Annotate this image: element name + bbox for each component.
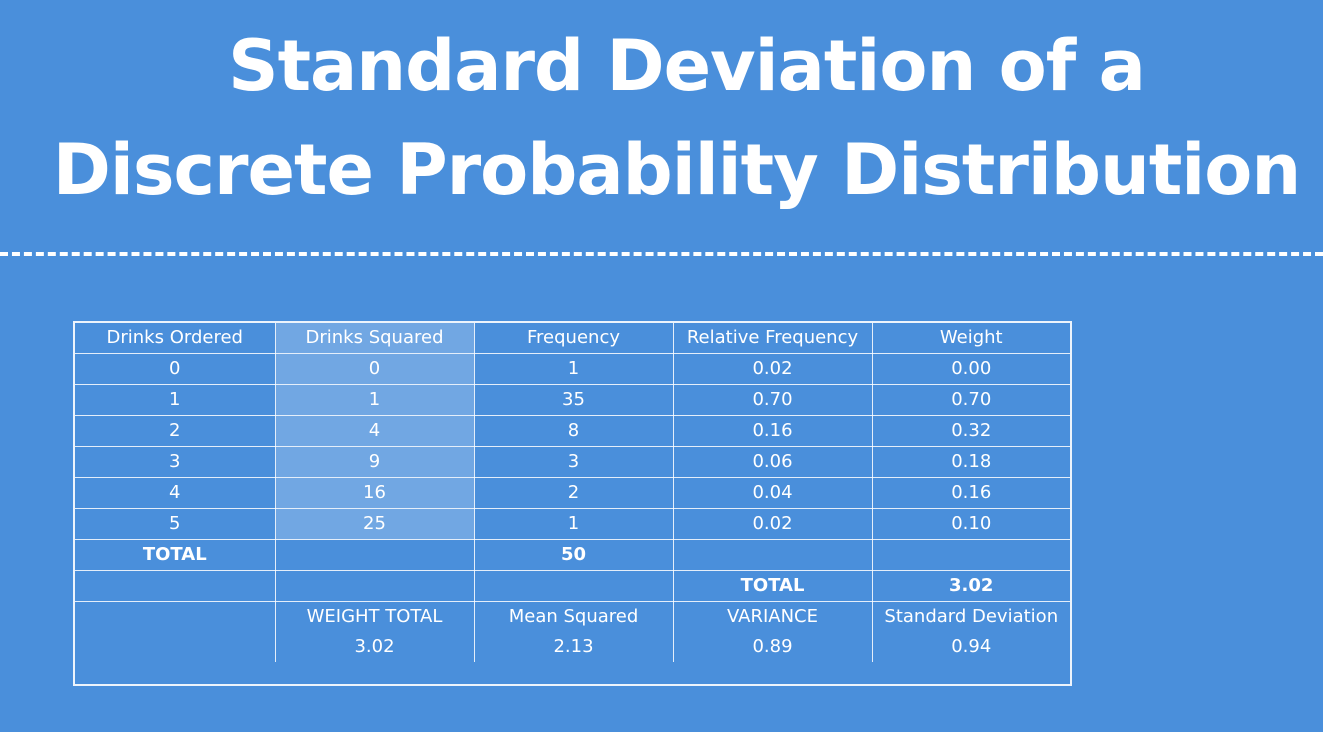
slide-title: Standard Deviation of a Discrete Probabi…	[0, 14, 1323, 222]
cell-drinks-ordered: 5	[75, 508, 276, 540]
summary-value: 3.02	[354, 636, 395, 657]
distribution-table: Drinks Ordered Drinks Squared Frequency …	[75, 323, 1070, 662]
empty-cell	[871, 539, 1070, 571]
header-drinks-ordered: Drinks Ordered	[75, 323, 276, 354]
summary-value: 0.94	[951, 636, 992, 657]
total-label: TOTAL	[75, 539, 276, 571]
empty-cell	[75, 570, 276, 602]
cell-drinks-squared: 0	[274, 353, 475, 385]
header-drinks-squared: Drinks Squared	[274, 323, 475, 354]
dashed-divider	[0, 252, 1323, 256]
header-frequency: Frequency	[473, 323, 674, 354]
cell-drinks-squared: 9	[274, 446, 475, 478]
cell-weight: 0.16	[871, 477, 1070, 509]
cell-frequency: 3	[473, 446, 674, 478]
cell-drinks-ordered: 3	[75, 446, 276, 478]
cell-drinks-ordered: 1	[75, 384, 276, 416]
cell-weight: 0.18	[871, 446, 1070, 478]
cell-relative-frequency: 0.02	[672, 353, 873, 385]
summary-mean-squared: Mean Squared 2.13	[473, 601, 674, 662]
summary-label: Mean Squared	[508, 606, 639, 627]
cell-frequency: 1	[473, 353, 674, 385]
empty-cell	[274, 570, 475, 602]
weight-total-value: 3.02	[871, 570, 1070, 602]
cell-weight: 0.70	[871, 384, 1070, 416]
empty-cell	[473, 570, 674, 602]
table-row: 0 0 1 0.02 0.00	[75, 353, 1070, 385]
weight-total-row: TOTAL 3.02	[75, 570, 1070, 602]
distribution-table-frame: Drinks Ordered Drinks Squared Frequency …	[73, 321, 1072, 686]
cell-weight: 0.32	[871, 415, 1070, 447]
summary-label: VARIANCE	[726, 606, 818, 627]
cell-drinks-squared: 25	[274, 508, 475, 540]
cell-drinks-ordered: 2	[75, 415, 276, 447]
table-row: 3 9 3 0.06 0.18	[75, 446, 1070, 478]
table-row: 5 25 1 0.02 0.10	[75, 508, 1070, 540]
summary-weight-total: WEIGHT TOTAL 3.02	[274, 601, 475, 662]
empty-cell	[672, 539, 873, 571]
table-row: 4 16 2 0.04 0.16	[75, 477, 1070, 509]
frequency-total-value: 50	[473, 539, 674, 571]
header-relative-frequency: Relative Frequency	[672, 323, 873, 354]
cell-relative-frequency: 0.16	[672, 415, 873, 447]
cell-relative-frequency: 0.04	[672, 477, 873, 509]
summary-label: WEIGHT TOTAL	[306, 606, 443, 627]
cell-drinks-squared: 16	[274, 477, 475, 509]
cell-weight: 0.00	[871, 353, 1070, 385]
table-row: 1 1 35 0.70 0.70	[75, 384, 1070, 416]
cell-frequency: 35	[473, 384, 674, 416]
table-header-row: Drinks Ordered Drinks Squared Frequency …	[75, 323, 1070, 354]
summary-value: 0.89	[752, 636, 793, 657]
cell-relative-frequency: 0.02	[672, 508, 873, 540]
summary-row: WEIGHT TOTAL 3.02 Mean Squared 2.13 VARI…	[75, 601, 1070, 662]
cell-weight: 0.10	[871, 508, 1070, 540]
empty-cell	[75, 601, 276, 662]
frequency-total-row: TOTAL 50	[75, 539, 1070, 571]
summary-value: 2.13	[553, 636, 594, 657]
table-row: 2 4 8 0.16 0.32	[75, 415, 1070, 447]
cell-drinks-ordered: 0	[75, 353, 276, 385]
cell-drinks-squared: 4	[274, 415, 475, 447]
summary-label: Standard Deviation	[884, 606, 1059, 627]
cell-relative-frequency: 0.06	[672, 446, 873, 478]
summary-variance: VARIANCE 0.89	[672, 601, 873, 662]
title-line-1: Standard Deviation of a	[228, 25, 1146, 107]
empty-cell	[274, 539, 475, 571]
cell-frequency: 1	[473, 508, 674, 540]
cell-frequency: 2	[473, 477, 674, 509]
title-line-2: Discrete Probability Distribution	[52, 129, 1301, 211]
cell-frequency: 8	[473, 415, 674, 447]
cell-relative-frequency: 0.70	[672, 384, 873, 416]
cell-drinks-ordered: 4	[75, 477, 276, 509]
summary-standard-deviation: Standard Deviation 0.94	[871, 601, 1070, 662]
cell-drinks-squared: 1	[274, 384, 475, 416]
weight-total-label: TOTAL	[672, 570, 873, 602]
header-weight: Weight	[871, 323, 1070, 354]
